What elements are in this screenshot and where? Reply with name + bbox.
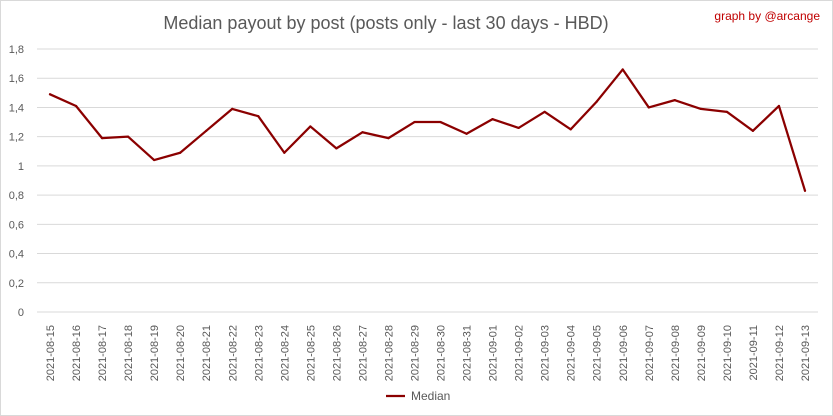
x-tick-label: 2021-08-24 bbox=[279, 325, 291, 381]
data-point bbox=[517, 126, 520, 129]
x-tick-label: 2021-09-03 bbox=[540, 325, 552, 381]
data-point bbox=[100, 137, 104, 140]
data-point bbox=[387, 137, 390, 140]
x-tick-label: 2021-09-13 bbox=[800, 325, 812, 381]
data-point bbox=[777, 104, 781, 108]
data-point bbox=[413, 120, 416, 124]
data-point bbox=[595, 100, 598, 103]
data-point bbox=[751, 129, 755, 132]
y-tick-label: 1,4 bbox=[9, 102, 24, 114]
data-point bbox=[621, 68, 624, 71]
x-tick-label: 2021-09-04 bbox=[566, 325, 578, 381]
data-point bbox=[699, 107, 702, 111]
data-point bbox=[179, 151, 182, 154]
x-tick-label: 2021-09-12 bbox=[774, 325, 786, 381]
x-tick-label: 2021-08-19 bbox=[149, 325, 161, 381]
x-tick-label: 2021-08-29 bbox=[409, 325, 421, 381]
y-tick-label: 0,8 bbox=[9, 190, 24, 202]
x-tick-label: 2021-08-22 bbox=[227, 325, 239, 381]
x-tick-label: 2021-09-08 bbox=[670, 325, 682, 381]
x-tick-label: 2021-09-11 bbox=[748, 325, 760, 380]
y-tick-label: 1,2 bbox=[9, 132, 24, 144]
x-tick-label: 2021-08-30 bbox=[436, 325, 448, 381]
x-tick-label: 2021-08-18 bbox=[123, 325, 135, 381]
series-line-median bbox=[48, 68, 807, 192]
x-tick-label: 2021-09-10 bbox=[722, 325, 734, 381]
y-tick-label: 0 bbox=[18, 307, 24, 319]
data-point bbox=[205, 129, 208, 132]
y-tick-label: 0,4 bbox=[9, 249, 24, 261]
data-point bbox=[439, 120, 442, 124]
data-point bbox=[48, 93, 52, 96]
x-tick-label: 2021-08-23 bbox=[253, 325, 265, 381]
x-tick-label: 2021-08-31 bbox=[462, 325, 474, 381]
data-point bbox=[257, 115, 260, 118]
x-tick-label: 2021-09-05 bbox=[592, 325, 604, 381]
data-point bbox=[725, 110, 728, 113]
data-point bbox=[283, 151, 286, 154]
data-point bbox=[74, 104, 78, 108]
data-point bbox=[543, 110, 546, 113]
x-tick-label: 2021-09-02 bbox=[514, 325, 526, 381]
chart-credit: graph by @arcange bbox=[714, 9, 820, 23]
x-axis-tick-labels: 2021-08-15 2021-08-16 2021-08-17 2021-08-18… bbox=[45, 325, 812, 381]
data-point bbox=[153, 158, 156, 162]
data-point bbox=[647, 106, 650, 109]
y-tick-label: 1,6 bbox=[9, 73, 24, 85]
x-tick-label: 2021-08-21 bbox=[201, 325, 213, 381]
x-tick-label: 2021-08-25 bbox=[305, 325, 317, 381]
data-point bbox=[335, 147, 338, 150]
x-tick-label: 2021-08-17 bbox=[97, 325, 109, 381]
legend-label-median: Median bbox=[411, 389, 450, 403]
data-point bbox=[803, 189, 807, 192]
x-tick-label: 2021-08-20 bbox=[175, 325, 187, 381]
y-tick-label: 1 bbox=[18, 161, 24, 173]
data-point bbox=[127, 135, 130, 138]
x-tick-label: 2021-09-07 bbox=[644, 325, 656, 381]
data-point bbox=[361, 131, 364, 134]
data-point bbox=[673, 99, 676, 102]
data-point bbox=[569, 128, 572, 131]
data-point bbox=[491, 118, 494, 121]
y-gridlines bbox=[37, 48, 818, 313]
data-point bbox=[231, 107, 234, 111]
y-tick-label: 1,8 bbox=[9, 44, 24, 56]
x-tick-label: 2021-08-16 bbox=[71, 325, 83, 381]
x-tick-label: 2021-08-26 bbox=[331, 325, 343, 381]
y-axis-tick-labels: 0 0,2 0,4 0,6 0,8 1 1,2 1,4 1,6 1,8 bbox=[9, 44, 24, 319]
x-tick-label: 2021-09-09 bbox=[696, 325, 708, 381]
series-group bbox=[48, 68, 807, 192]
x-tick-label: 2021-08-15 bbox=[45, 325, 57, 381]
x-tick-label: 2021-09-06 bbox=[618, 325, 630, 381]
x-tick-label: 2021-09-01 bbox=[488, 325, 500, 381]
x-tick-label: 2021-08-28 bbox=[383, 325, 395, 381]
x-tick-label: 2021-08-27 bbox=[357, 325, 369, 381]
legend: Median bbox=[386, 389, 450, 403]
data-point bbox=[309, 125, 312, 128]
y-tick-label: 0,6 bbox=[9, 219, 24, 231]
y-tick-label: 0,2 bbox=[9, 278, 24, 290]
chart-title: Median payout by post (posts only - last… bbox=[163, 13, 608, 33]
data-point bbox=[465, 132, 468, 135]
